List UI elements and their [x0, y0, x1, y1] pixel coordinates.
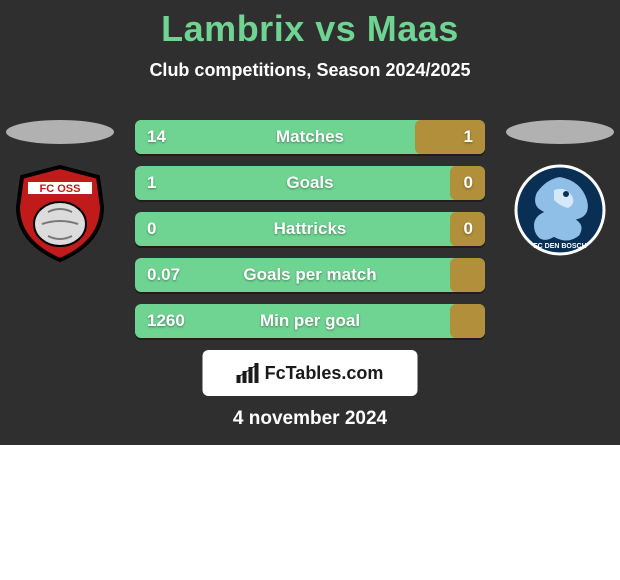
footer-date: 4 november 2024: [0, 408, 620, 430]
team-right-block: FC DEN BOSCH: [500, 120, 620, 262]
team-right-crest-icon: FC DEN BOSCH: [510, 162, 610, 262]
stat-label: Goals: [135, 173, 485, 193]
comparison-panel: Lambrix vs Maas Club competitions, Seaso…: [0, 0, 620, 445]
stat-label: Min per goal: [135, 311, 485, 331]
team-right-crest-text: FC DEN BOSCH: [533, 243, 586, 250]
team-right-shadow-oval: [506, 120, 614, 144]
stat-label: Matches: [135, 127, 485, 147]
stat-label: Goals per match: [135, 265, 485, 285]
bar-chart-icon: [237, 363, 259, 383]
stat-value-right: 1: [464, 127, 473, 147]
team-left-crest-text: FC OSS: [40, 183, 81, 195]
team-left-shadow-oval: [6, 120, 114, 144]
stat-row: 1260Min per goal: [135, 304, 485, 338]
stat-value-right: 0: [464, 173, 473, 193]
stat-label: Hattricks: [135, 219, 485, 239]
branding-label: FcTables.com: [265, 363, 384, 384]
stat-row: 14Matches1: [135, 120, 485, 154]
stat-row: 1Goals0: [135, 166, 485, 200]
stat-row: 0.07Goals per match: [135, 258, 485, 292]
team-left-block: FC OSS: [0, 120, 120, 262]
branding-badge[interactable]: FcTables.com: [203, 350, 418, 396]
team-left-crest-icon: FC OSS: [10, 162, 110, 262]
page-subtitle: Club competitions, Season 2024/2025: [0, 60, 620, 81]
page-title: Lambrix vs Maas: [0, 0, 620, 50]
stat-value-right: 0: [464, 219, 473, 239]
stats-container: 14Matches11Goals00Hattricks00.07Goals pe…: [135, 120, 485, 350]
stat-row: 0Hattricks0: [135, 212, 485, 246]
